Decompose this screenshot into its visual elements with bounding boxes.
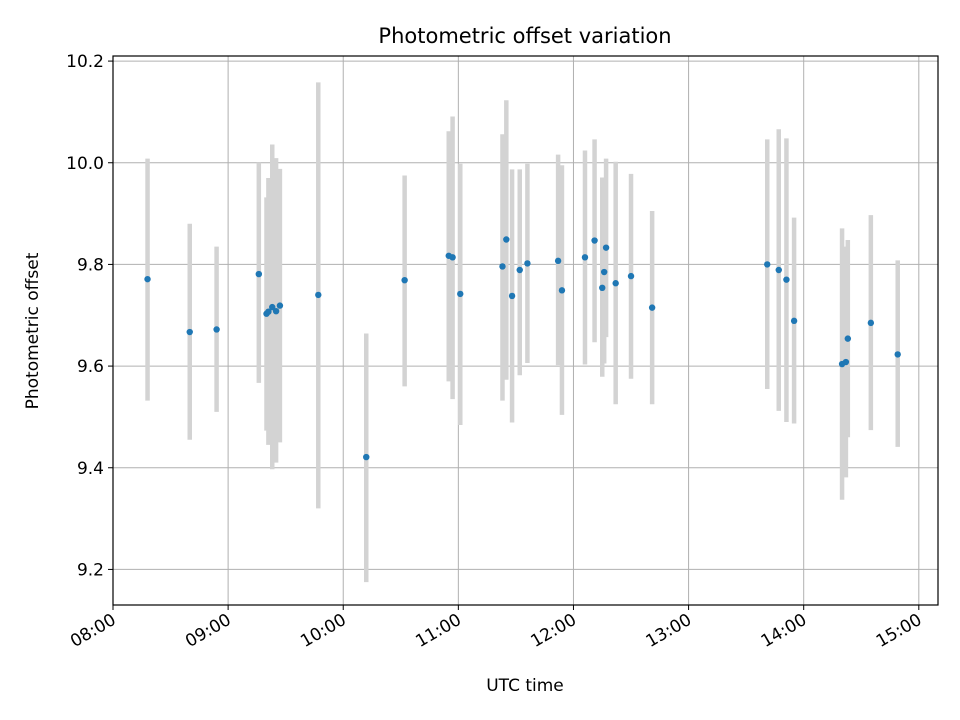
data-point [213,326,220,333]
data-point [627,272,635,280]
data-point [499,263,506,270]
data-point [315,291,322,299]
data-point [599,284,606,291]
data-point [554,257,562,265]
y-tick-label: 9.6 [77,357,104,377]
y-tick-label: 10.0 [66,154,104,174]
data-point [790,317,798,325]
data-point [894,351,901,358]
plot-frame [112,55,939,606]
data-point [186,328,193,336]
data-point [591,237,598,244]
data-point [602,244,610,251]
x-axis-label: UTC time [486,676,564,696]
data-point [783,276,790,283]
y-tick-label: 9.4 [77,459,104,479]
data-point [648,304,656,311]
data-point [457,290,464,298]
data-point [775,266,782,274]
data-point [144,275,151,283]
point-layer [144,236,901,461]
y-tick-label: 10.2 [66,52,104,72]
data-point [558,287,566,294]
data-point [612,280,619,287]
y-tick-label: 9.8 [77,255,104,275]
data-point [401,276,408,284]
data-point [764,261,771,268]
data-point [363,453,370,461]
y-axis-label: Photometric offset [23,252,43,409]
data-point [844,335,852,342]
data-point [867,319,875,327]
data-point [524,260,531,267]
data-point [600,268,608,276]
chart-title: Photometric offset variation [378,24,671,48]
data-point [276,302,284,309]
data-point [272,307,280,315]
data-point [581,254,589,261]
data-point [503,236,510,243]
data-point [842,358,850,366]
y-axis-ticks: 9.2 9.4 9.6 9.8 10.0 10.2 [66,52,113,580]
data-point [255,270,263,278]
data-point [449,254,456,261]
grid-layer [112,56,938,605]
data-point [508,292,516,300]
data-point [265,308,272,315]
y-tick-label: 9.2 [77,560,104,580]
data-point [269,303,276,311]
data-point [516,266,523,274]
